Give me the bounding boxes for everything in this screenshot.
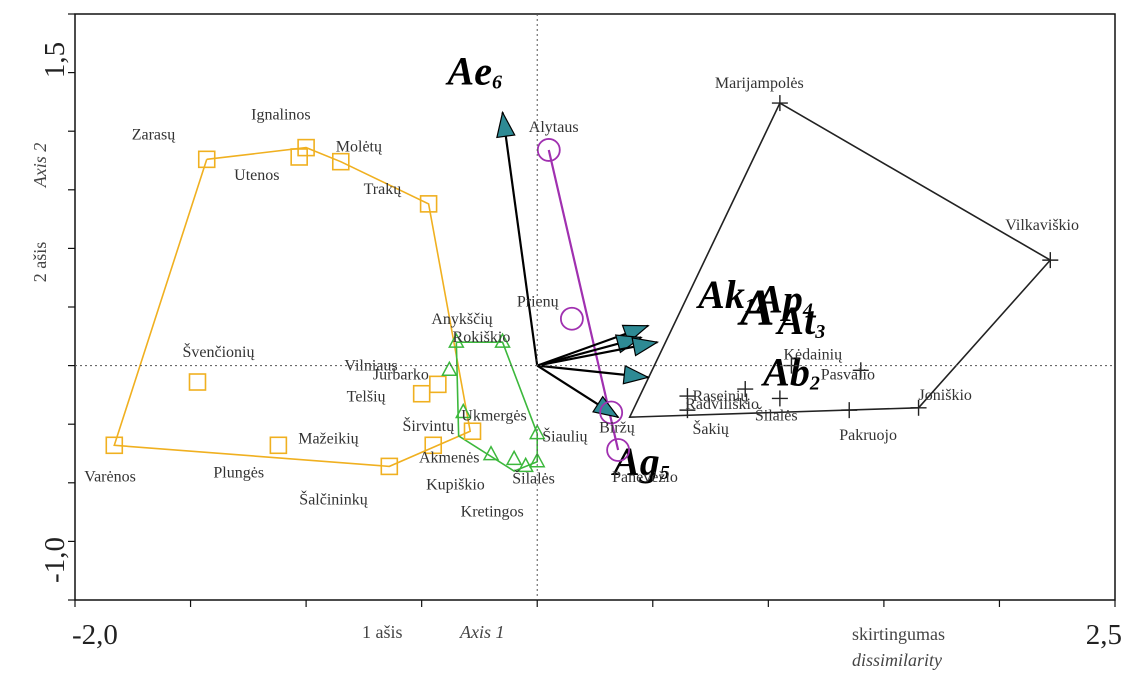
site-label: Kretingos bbox=[461, 503, 524, 520]
site-label: Šakių bbox=[692, 419, 729, 438]
site-marker-square bbox=[290, 148, 308, 166]
site-marker-circle bbox=[536, 138, 561, 162]
site-marker-triangle bbox=[528, 423, 546, 440]
site-label: Anykščių bbox=[431, 311, 493, 328]
scale-label-en: dissimilarity bbox=[852, 650, 942, 670]
site-label: Šilalės bbox=[755, 405, 798, 424]
site-marker-circle bbox=[559, 306, 584, 331]
vector-arrowhead bbox=[496, 110, 516, 139]
site-marker-triangle bbox=[448, 332, 465, 348]
site-label: Utenos bbox=[234, 167, 279, 184]
hull-line bbox=[547, 149, 620, 451]
site-label: Pakruojo bbox=[839, 427, 897, 444]
site-label: Mažeikių bbox=[298, 430, 359, 447]
y-axis-label-en: Axis 2 bbox=[30, 143, 50, 189]
site-marker-square bbox=[463, 422, 482, 441]
site-label: Šalčininkų bbox=[299, 489, 368, 508]
site-marker-square bbox=[429, 375, 447, 394]
site-marker-square bbox=[331, 152, 350, 171]
site-label: Prienų bbox=[517, 294, 560, 311]
site-marker-triangle bbox=[494, 332, 511, 348]
site-label: Alytaus bbox=[529, 119, 579, 136]
site-marker-triangle bbox=[505, 449, 523, 466]
site-marker-circle bbox=[606, 438, 631, 462]
site-marker-square bbox=[424, 436, 443, 455]
site-marker-triangle bbox=[441, 360, 458, 377]
vector-arrowhead bbox=[631, 337, 660, 357]
vector-label: At3 bbox=[774, 298, 825, 343]
site-label: Vilkaviškio bbox=[1005, 217, 1079, 234]
site-label: Raseinių bbox=[692, 388, 749, 405]
hull-line bbox=[455, 341, 539, 472]
site-label: Ukmergės bbox=[461, 407, 526, 424]
y-tick-label-max: 1,5 bbox=[39, 42, 71, 78]
site-marker-square bbox=[188, 373, 207, 391]
x-axis-label-en: Axis 1 bbox=[459, 622, 505, 642]
x-tick-label-max: 2,5 bbox=[1086, 619, 1122, 651]
site-marker-triangle bbox=[528, 452, 546, 468]
hull-line bbox=[113, 146, 472, 468]
site-marker-triangle bbox=[482, 445, 500, 461]
site-label: Kėdainių bbox=[783, 347, 843, 364]
site-markers bbox=[105, 95, 1059, 476]
group-label-A: A bbox=[737, 280, 775, 337]
site-label: Joniškio bbox=[919, 387, 972, 404]
vector-arrowhead bbox=[592, 395, 620, 419]
site-label: Zarasų bbox=[132, 126, 177, 143]
y-axis-label-lt: 2 ašis bbox=[30, 242, 50, 283]
vector-arrowhead bbox=[622, 364, 650, 385]
site-label: Radviliškio bbox=[685, 396, 759, 413]
site-label: Šilalės bbox=[512, 469, 555, 488]
site-label: Biržų bbox=[599, 419, 636, 436]
site-label: Molėtų bbox=[336, 139, 383, 156]
axis-ticks bbox=[68, 13, 1116, 607]
site-label: Kupiškio bbox=[426, 476, 485, 493]
site-label: Varėnos bbox=[84, 468, 136, 485]
site-marker-square bbox=[380, 457, 399, 476]
site-label: Ignalinos bbox=[251, 107, 311, 124]
x-axis-label-lt: 1 ašis bbox=[362, 622, 403, 642]
site-label: Širvintų bbox=[403, 416, 456, 435]
site-label: Akmenės bbox=[419, 450, 479, 467]
site-marker-square bbox=[412, 384, 431, 403]
vector-line bbox=[501, 112, 539, 366]
site-label: Telšių bbox=[347, 389, 387, 406]
site-labels: Zarasų Ignalinos Utenos Molėtų Trakų Švenčion… bbox=[84, 75, 1079, 520]
site-label: Marijampolės bbox=[715, 75, 804, 92]
site-marker-square bbox=[297, 138, 315, 157]
site-label: Trakų bbox=[364, 181, 403, 198]
site-marker-square bbox=[105, 436, 124, 455]
scale-label-lt: skirtingumas bbox=[852, 624, 945, 644]
site-label: Šiaulių bbox=[542, 427, 588, 446]
site-marker-triangle bbox=[517, 456, 534, 473]
site-label: Švenčionių bbox=[182, 342, 255, 361]
site-label: Jurbarko bbox=[373, 366, 429, 383]
group-hulls bbox=[113, 102, 1052, 472]
site-label: Rokiškio bbox=[453, 329, 511, 346]
site-label: Pasvalio bbox=[821, 366, 875, 383]
site-marker-triangle bbox=[455, 402, 472, 419]
plot-frame bbox=[74, 13, 1116, 601]
site-marker-square bbox=[197, 150, 216, 169]
site-marker-square bbox=[419, 195, 438, 213]
x-tick-label-min: -2,0 bbox=[72, 619, 118, 651]
site-label: Plungės bbox=[213, 464, 264, 481]
vector-label: Ae6 bbox=[445, 48, 502, 93]
y-tick-label-min: -1,0 bbox=[39, 537, 71, 583]
site-label: Panevėžio bbox=[612, 469, 678, 486]
site-marker-square bbox=[269, 436, 288, 455]
site-marker-circle bbox=[599, 400, 624, 425]
